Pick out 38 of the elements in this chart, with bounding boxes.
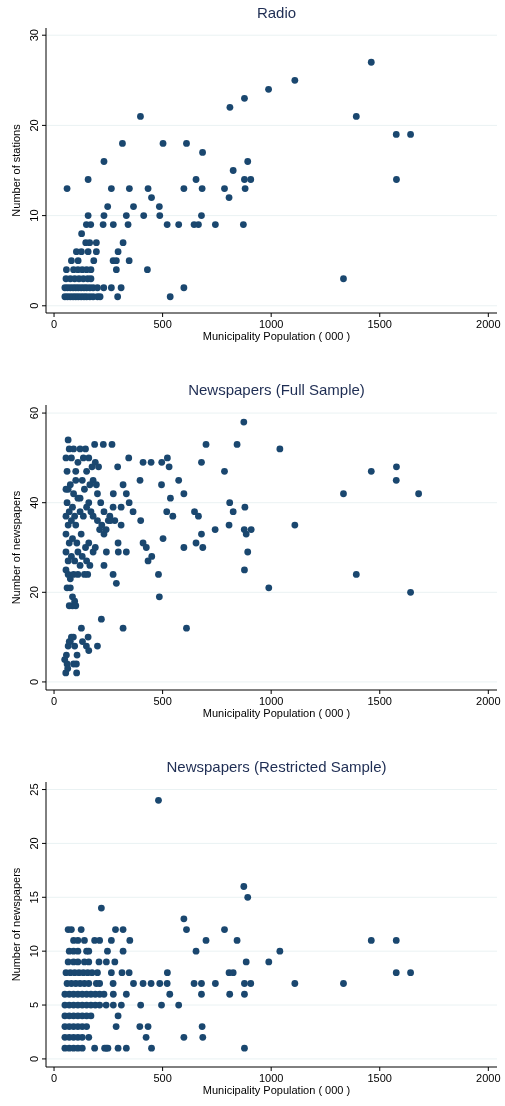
y-tick-label: 25 (28, 783, 40, 796)
y-axis-title: Number of stations (10, 123, 22, 217)
x-tick-label: 2000 (476, 1072, 501, 1084)
x-tick-label: 1000 (258, 318, 284, 330)
y-tick-label: 20 (28, 586, 40, 599)
x-tick-label: 1500 (367, 695, 392, 707)
x-tick-label: 1500 (367, 1072, 392, 1084)
chart-title: Radio (256, 4, 297, 21)
y-axis-title: Number of newspapers (10, 490, 22, 605)
y-tick-label: 0 (28, 1055, 40, 1062)
chart-title: Newspapers (Full Sample) (188, 381, 365, 398)
y-tick-label: 15 (28, 891, 40, 904)
y-tick-label: 0 (28, 302, 40, 309)
x-tick-label: 2000 (476, 695, 501, 707)
x-axis-title: Municipality Population ( 000 ) (202, 330, 351, 342)
y-tick-label: 40 (28, 496, 40, 509)
x-tick-label: 0 (50, 318, 58, 330)
x-tick-label: 0 (50, 1072, 58, 1084)
y-tick-label: 20 (28, 119, 40, 132)
y-tick-label: 5 (28, 1001, 40, 1009)
x-tick-label: 500 (153, 695, 172, 707)
x-tick-label: 0 (50, 695, 58, 707)
x-axis-title: Municipality Population ( 000 ) (202, 707, 351, 719)
x-tick-label: 1000 (258, 695, 284, 707)
y-tick-label: 10 (28, 209, 40, 222)
x-tick-label: 2000 (476, 318, 501, 330)
x-tick-label: 1500 (367, 318, 392, 330)
y-tick-label: 60 (28, 406, 40, 420)
y-tick-label: 10 (28, 945, 40, 958)
y-tick-label: 20 (28, 837, 40, 850)
y-tick-label: 0 (28, 678, 40, 685)
chart-title: Newspapers (Restricted Sample) (166, 758, 387, 775)
y-tick-label: 30 (28, 29, 40, 42)
x-tick-label: 1000 (258, 1072, 284, 1084)
y-axis-title: Number of newspapers (10, 867, 22, 982)
x-axis-title: Municipality Population ( 000 ) (202, 1084, 351, 1096)
x-tick-label: 500 (153, 318, 172, 330)
x-tick-label: 500 (153, 1072, 172, 1084)
